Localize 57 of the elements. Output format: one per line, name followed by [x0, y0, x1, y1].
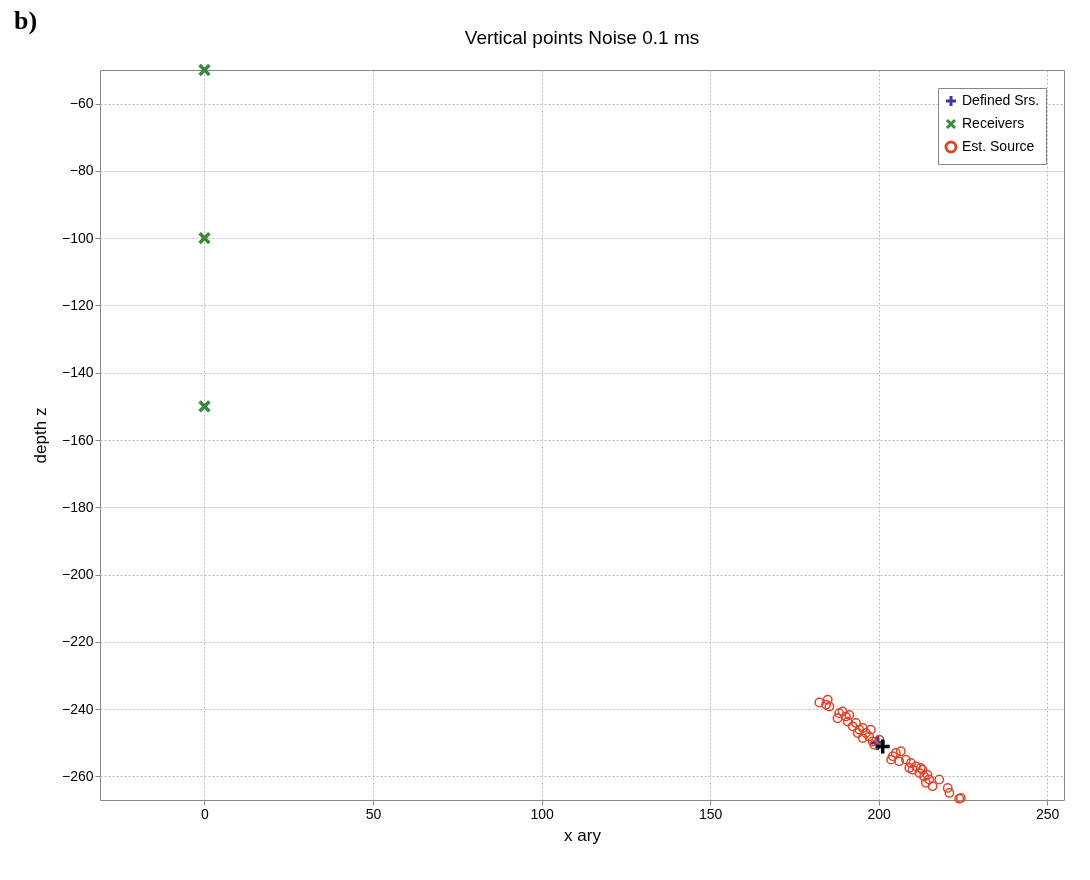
- point: [924, 774, 935, 785]
- point: [900, 754, 911, 765]
- point: [852, 728, 863, 738]
- point: [942, 782, 953, 793]
- point: [851, 718, 861, 728]
- text: b): [14, 6, 38, 36]
- x-tick-label: 0: [201, 805, 210, 822]
- x-tick-label: 150: [698, 805, 723, 822]
- legend-label: Est. Source: [962, 138, 1035, 154]
- point: [840, 711, 851, 722]
- point: [197, 399, 212, 414]
- point: [821, 699, 831, 710]
- point: [920, 777, 931, 788]
- point: [824, 701, 835, 712]
- point: [911, 761, 921, 772]
- point: [814, 697, 825, 708]
- point: [822, 694, 833, 705]
- point: [860, 728, 871, 738]
- x-tick-label: 50: [365, 805, 382, 822]
- y-tick-label: −260: [61, 767, 94, 784]
- point: [927, 781, 938, 792]
- point: [847, 721, 858, 732]
- x-tick-label: 200: [867, 805, 892, 822]
- x-tick-label: 100: [530, 805, 554, 822]
- point: [873, 737, 892, 756]
- y-tick-label: −120: [61, 296, 94, 313]
- point: [890, 747, 901, 758]
- point: [842, 716, 853, 727]
- y-tick-label: −240: [61, 700, 94, 717]
- y-tick-label: −180: [61, 498, 94, 515]
- x-axis-title: x ary: [564, 825, 602, 845]
- point: [197, 63, 212, 77]
- point: [857, 733, 868, 744]
- point: [844, 709, 855, 720]
- point: [906, 758, 916, 768]
- x-tick-label: 250: [1035, 805, 1060, 822]
- y-tick-label: −80: [69, 162, 94, 179]
- legend-label: Defined Srs.: [962, 92, 1040, 108]
- point: [874, 734, 885, 745]
- point: [894, 756, 905, 767]
- point: [865, 724, 876, 735]
- y-tick-label: −140: [61, 364, 94, 381]
- point: [944, 788, 955, 798]
- legend-label: Receivers: [962, 115, 1025, 131]
- chart-title: Vertical points Noise 0.1 ms: [464, 27, 700, 49]
- y-tick-label: −160: [61, 431, 94, 448]
- point: [864, 731, 875, 742]
- point: [934, 774, 945, 785]
- y-tick-label: −60: [69, 95, 94, 112]
- point: [197, 231, 212, 245]
- y-tick-label: −200: [61, 566, 94, 583]
- y-axis-title: depth z: [30, 407, 50, 464]
- point: [895, 746, 906, 757]
- point: [914, 768, 925, 779]
- y-tick-label: −100: [61, 229, 94, 246]
- y-tick-label: −220: [61, 633, 94, 650]
- point: [832, 713, 843, 724]
